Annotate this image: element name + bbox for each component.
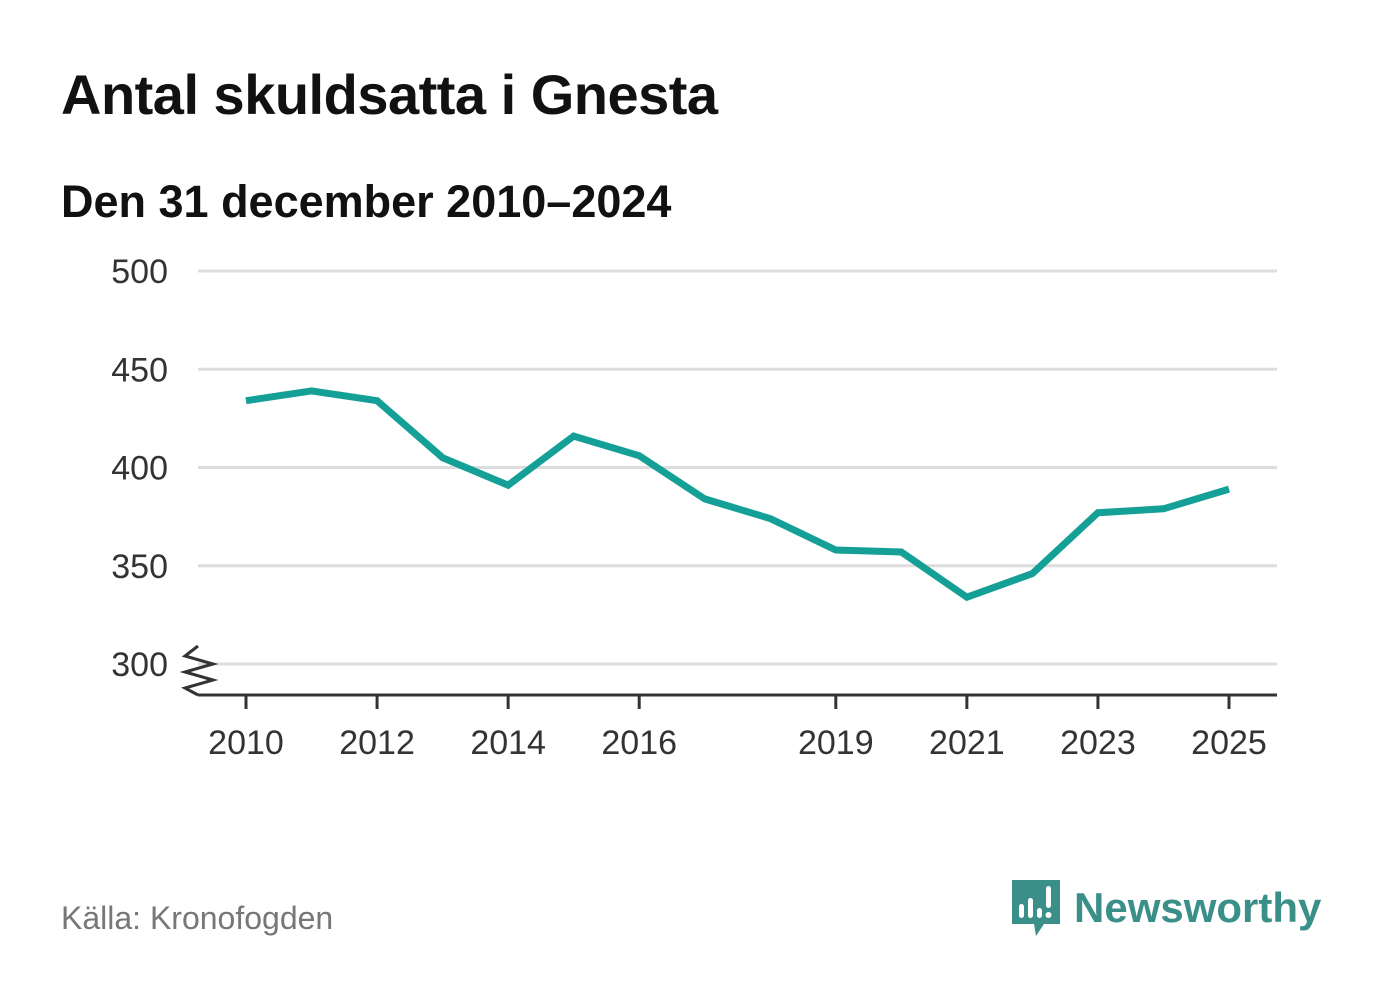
newsworthy-logo-icon bbox=[1010, 878, 1062, 938]
x-tick-label-2021: 2021 bbox=[929, 724, 1005, 762]
x-tick-label-2023: 2023 bbox=[1060, 724, 1136, 762]
source-note: Källa: Kronofogden bbox=[61, 900, 333, 937]
x-tick-label-2019: 2019 bbox=[798, 724, 874, 762]
y-tick-label-450: 450 bbox=[111, 351, 168, 389]
x-tick-label-2012: 2012 bbox=[339, 724, 415, 762]
x-tick-label-2010: 2010 bbox=[208, 724, 284, 762]
y-tick-label-350: 350 bbox=[111, 548, 168, 586]
y-axis-ticks: 300 350 400 450 500 bbox=[111, 253, 168, 684]
brand-name: Newsworthy bbox=[1074, 884, 1321, 932]
y-tick-label-400: 400 bbox=[111, 450, 168, 488]
x-tick-label-2025: 2025 bbox=[1191, 724, 1267, 762]
brand-logo: Newsworthy bbox=[1010, 878, 1321, 938]
x-tick-label-2014: 2014 bbox=[470, 724, 546, 762]
y-tick-label-500: 500 bbox=[111, 253, 168, 291]
grid-lines bbox=[198, 271, 1277, 664]
axis-break-icon bbox=[185, 646, 213, 695]
x-tick-label-2016: 2016 bbox=[601, 724, 677, 762]
y-tick-label-300: 300 bbox=[111, 646, 168, 684]
line-chart: 300 350 400 450 500 2010 2012 2014 2016 2019 2021… bbox=[0, 0, 1382, 999]
x-axis-ticks: 2010 2012 2014 2016 2019 2021 2023 2025 bbox=[208, 695, 1267, 762]
